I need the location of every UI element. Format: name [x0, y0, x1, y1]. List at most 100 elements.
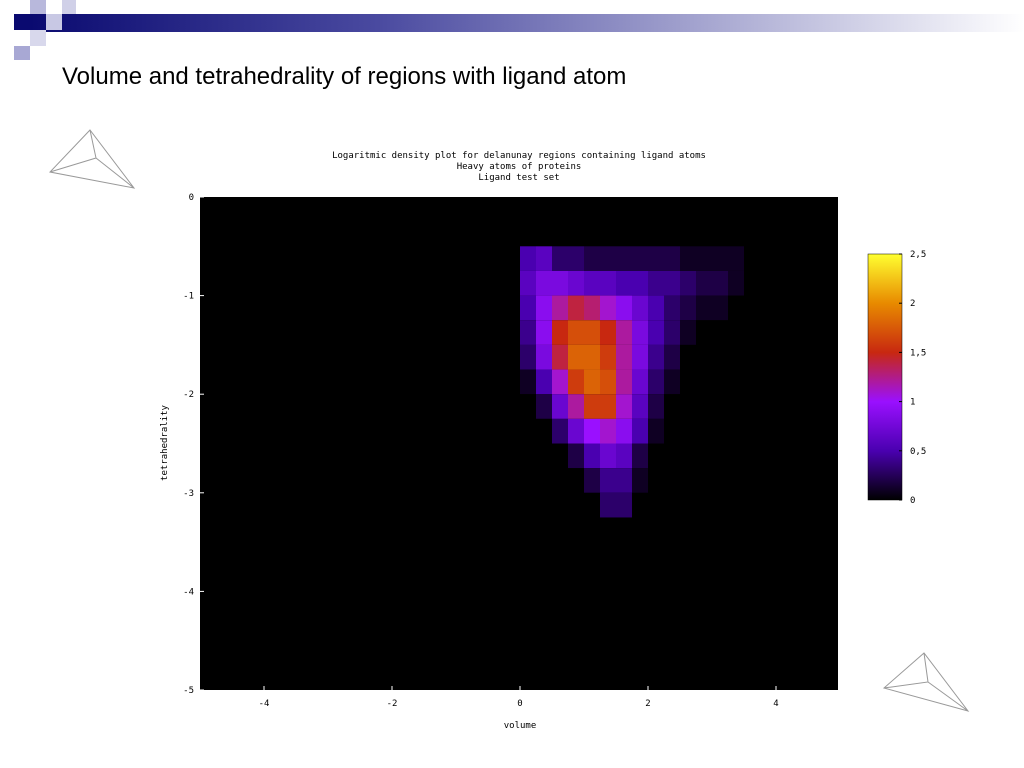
density-cell — [632, 468, 648, 493]
plot — [200, 196, 838, 691]
density-cell — [696, 344, 712, 370]
chart-subtitle: Ligand test set — [478, 173, 559, 183]
density-cell — [680, 344, 696, 370]
density-cell — [648, 369, 664, 395]
density-cell — [600, 443, 616, 469]
density-cell — [616, 492, 632, 518]
density-cell — [728, 295, 744, 321]
density-cell — [568, 418, 584, 444]
density-cell — [728, 320, 744, 345]
density-cell — [712, 492, 728, 518]
density-cell — [552, 492, 568, 518]
y-axis-label: tetrahedrality — [160, 404, 170, 480]
density-cell — [680, 295, 696, 321]
density-cell — [696, 270, 712, 296]
density-cell — [536, 443, 552, 469]
density-cell — [536, 246, 552, 271]
density-cell — [600, 295, 616, 321]
density-cell — [728, 418, 744, 444]
density-cell — [632, 320, 648, 345]
density-cell — [584, 492, 600, 518]
y-tick-label: 0 — [189, 193, 194, 203]
density-cell — [712, 394, 728, 419]
density-cell — [712, 344, 728, 370]
density-cell — [648, 468, 664, 493]
density-cell — [632, 394, 648, 419]
density-cell — [552, 468, 568, 493]
density-cell — [696, 418, 712, 444]
y-tick-label: -3 — [183, 489, 194, 499]
density-cell — [536, 394, 552, 419]
density-cell — [568, 443, 584, 469]
density-cell — [536, 418, 552, 444]
density-cell — [680, 394, 696, 419]
slide-title: Volume and tetrahedrality of regions wit… — [62, 63, 626, 90]
density-cell — [664, 443, 680, 469]
density-cell — [552, 418, 568, 444]
density-cell — [536, 468, 552, 493]
density-cell — [712, 295, 728, 321]
density-cell — [712, 369, 728, 395]
y-tick-label: -2 — [183, 390, 194, 400]
density-cell — [664, 320, 680, 345]
density-cell — [520, 246, 536, 271]
density-cell — [520, 468, 536, 493]
density-cell — [696, 369, 712, 395]
density-cell — [552, 270, 568, 296]
density-cell — [584, 295, 600, 321]
density-cell — [664, 394, 680, 419]
density-cell — [568, 246, 584, 271]
density-cell — [648, 443, 664, 469]
y-tick-label: -1 — [183, 292, 194, 302]
chart-title: Logaritmic density plot for delanunay re… — [332, 151, 706, 161]
density-cell — [536, 295, 552, 321]
density-cell — [616, 295, 632, 321]
colorbar-tick-label: 0 — [910, 496, 915, 506]
density-cell — [584, 369, 600, 395]
x-tick-label: -2 — [387, 699, 398, 709]
density-cell — [728, 246, 744, 271]
x-tick-label: 4 — [773, 699, 778, 709]
density-cell — [568, 295, 584, 321]
density-cell — [712, 468, 728, 493]
density-cell — [712, 246, 728, 271]
density-cell — [584, 394, 600, 419]
y-tick-label: -5 — [183, 686, 194, 696]
x-tick-label: 2 — [645, 699, 650, 709]
density-cell — [616, 418, 632, 444]
density-cell — [632, 246, 648, 271]
density-cell — [664, 295, 680, 321]
density-cell — [696, 394, 712, 419]
density-cell — [584, 320, 600, 345]
density-cell — [600, 418, 616, 444]
density-cell — [536, 369, 552, 395]
density-cell — [728, 492, 744, 518]
density-cell — [680, 270, 696, 296]
density-cell — [536, 492, 552, 518]
density-cell — [600, 492, 616, 518]
density-cell — [632, 443, 648, 469]
density-cell — [664, 468, 680, 493]
density-cell — [632, 369, 648, 395]
density-cell — [568, 394, 584, 419]
density-cell — [632, 344, 648, 370]
density-cell — [696, 320, 712, 345]
chart-subtitle: Heavy atoms of proteins — [457, 162, 582, 172]
density-cell — [520, 270, 536, 296]
header-band — [30, 14, 1024, 32]
density-cell — [680, 320, 696, 345]
density-cell — [600, 320, 616, 345]
density-cell — [520, 418, 536, 444]
density-cell — [568, 369, 584, 395]
density-cell — [536, 344, 552, 370]
density-cell — [696, 468, 712, 493]
density-cell — [680, 418, 696, 444]
density-cell — [520, 320, 536, 345]
density-cell — [600, 369, 616, 395]
density-cell — [696, 246, 712, 271]
density-cell — [616, 443, 632, 469]
density-cell — [664, 344, 680, 370]
density-cell — [680, 369, 696, 395]
